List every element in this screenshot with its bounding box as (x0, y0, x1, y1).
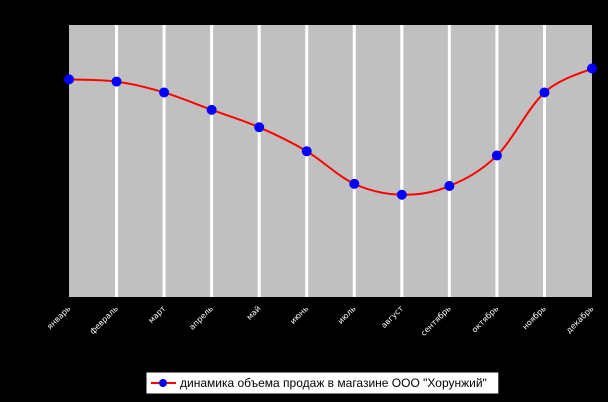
legend-label: динамика объема продаж в магазине ООО "Х… (180, 376, 487, 390)
data-point (301, 146, 312, 157)
legend: динамика объема продаж в магазине ООО "Х… (145, 371, 500, 395)
data-point (111, 76, 122, 87)
legend-marker-swatch (159, 379, 167, 387)
data-point (64, 74, 74, 85)
gridlines (115, 25, 546, 297)
legend-box (145, 371, 500, 395)
plot-area (69, 25, 592, 297)
data-point (587, 63, 597, 74)
data-point (159, 87, 170, 98)
data-point (444, 181, 455, 192)
data-point (539, 87, 550, 98)
data-point (254, 122, 265, 133)
data-point (491, 150, 502, 161)
data-point (396, 189, 407, 200)
series-markers (64, 63, 597, 200)
data-point (206, 104, 217, 115)
data-point (349, 178, 360, 189)
